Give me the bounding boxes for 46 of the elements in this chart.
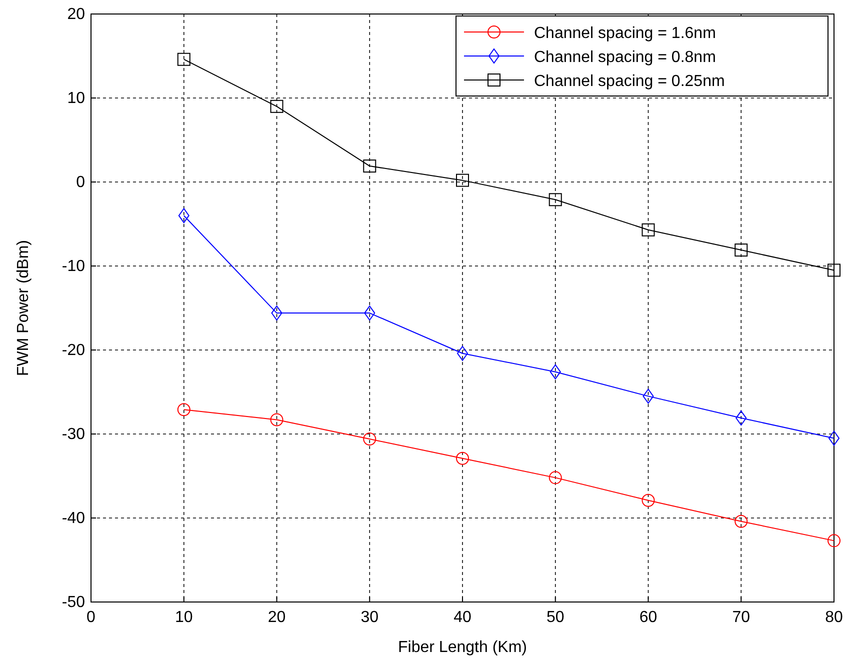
x-tick-label: 50: [546, 609, 564, 626]
y-tick-label: 0: [76, 174, 86, 191]
y-tick-label: 10: [67, 90, 86, 107]
point: [364, 306, 376, 321]
point: [270, 413, 284, 426]
x-tick-label: 70: [732, 609, 750, 626]
point: [456, 452, 469, 465]
point: [548, 471, 562, 484]
point: [177, 403, 190, 416]
legend-label: Channel spacing = 1.6nm: [534, 25, 716, 42]
y-tick-label: -50: [62, 594, 86, 611]
point: [363, 432, 376, 446]
point: [457, 346, 468, 361]
point: [642, 494, 655, 507]
y-tick-label: -10: [62, 258, 86, 275]
x-tick-label: 10: [174, 609, 193, 626]
x-tick-label: 20: [268, 609, 286, 626]
point: [642, 223, 655, 236]
point: [548, 193, 562, 206]
point: [734, 244, 748, 257]
point: [178, 208, 190, 224]
legend-label: Channel spacing = 0.8nm: [534, 49, 716, 66]
x-tick-label: 30: [360, 609, 379, 626]
x-tick-label: 60: [639, 609, 658, 626]
y-tick-label: -30: [62, 426, 86, 443]
x-tick-label: 0: [86, 609, 96, 626]
point: [828, 430, 840, 446]
point: [456, 174, 469, 187]
x-tick-label: 40: [454, 609, 472, 626]
y-tick-label: -40: [62, 510, 86, 527]
point: [363, 160, 376, 173]
point: [177, 52, 190, 66]
point: [828, 534, 840, 548]
point: [550, 364, 561, 380]
point: [736, 410, 747, 426]
x-tick-label: 80: [825, 609, 843, 626]
y-tick-label: 20: [67, 6, 86, 23]
x-axis-title: Fiber Length (Km): [398, 639, 527, 656]
y-axis-title: FWM Power (dBm): [15, 240, 32, 376]
legend-label: Channel spacing = 0.25nm: [534, 73, 725, 90]
point: [642, 388, 654, 404]
point: [270, 100, 284, 113]
point: [828, 264, 840, 277]
point: [734, 514, 748, 528]
y-tick-label: -20: [62, 342, 86, 359]
point: [271, 306, 282, 321]
